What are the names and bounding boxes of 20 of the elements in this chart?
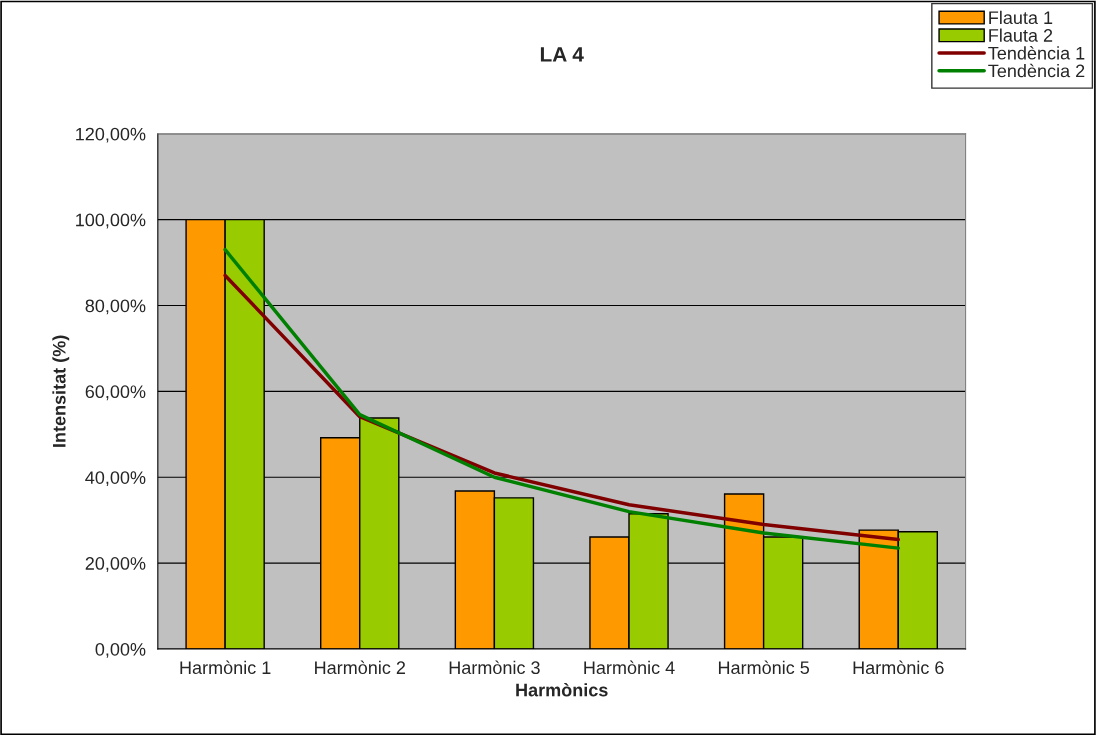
x-tick-label: Harmònic 1	[180, 660, 271, 675]
x-tick-label: Harmònic 3	[449, 660, 540, 675]
chart-title: LA 4	[540, 47, 584, 62]
x-tick-label: Harmònic 5	[718, 660, 810, 675]
y-tick-label: 0,00%	[95, 642, 146, 658]
legend-label: Tendència 2	[988, 63, 1085, 78]
y-tick-label: 100,00%	[76, 213, 146, 229]
y-axis-title: Intensitat (%)	[52, 335, 70, 447]
y-tick-label: 120,00%	[76, 127, 146, 143]
y-tick-label: 80,00%	[85, 299, 146, 315]
legend-label: Flauta 2	[989, 28, 1053, 42]
y-tick-label: 60,00%	[85, 385, 146, 401]
legend-label: Flauta 1	[989, 10, 1053, 25]
x-tick-label: Harmònic 2	[315, 660, 406, 675]
legend-label: Tendència 1	[988, 46, 1085, 60]
x-tick-label: Harmònic 6	[853, 660, 944, 675]
y-tick-label: 40,00%	[85, 471, 146, 487]
y-tick-label: 20,00%	[85, 557, 146, 572]
x-tick-label: Harmònic 4	[584, 660, 675, 675]
x-axis-title: Harmònics	[516, 683, 608, 697]
